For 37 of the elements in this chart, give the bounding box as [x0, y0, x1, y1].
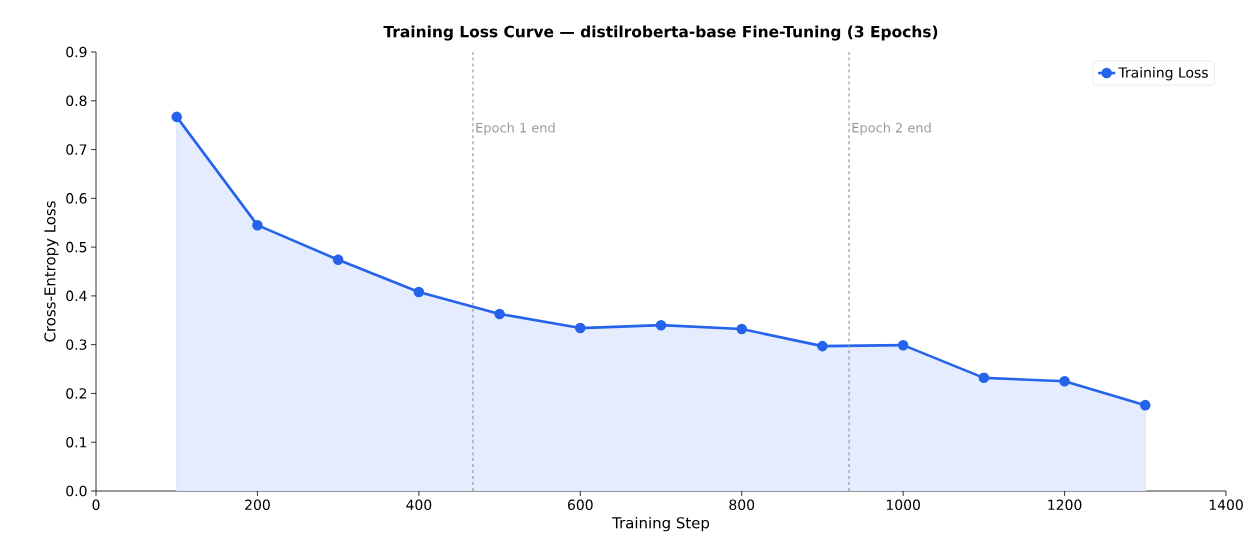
ref-line-label: Epoch 2 end: [852, 122, 931, 136]
point: [1140, 399, 1151, 411]
point: [1059, 375, 1070, 387]
y-axis-title: Cross-Entropy Loss: [44, 201, 59, 342]
x-tick-label: 1200: [1048, 499, 1082, 511]
y-tick-label: 0.1: [66, 436, 87, 448]
point: [817, 340, 828, 352]
point: [575, 322, 586, 334]
y-tick-label: 0.4: [66, 290, 87, 302]
x-tick-label: 200: [245, 499, 270, 511]
y-tick-label: 0.2: [66, 388, 87, 399]
chart-title: Training Loss Curve — distilroberta-base Fine-Tuning (3 Epochs): [383, 25, 938, 41]
y-tick-label: 0.5: [66, 241, 87, 253]
ref-line-label: Epoch 1 end: [476, 122, 555, 136]
point: [171, 111, 182, 123]
y-tick-label: 0.7: [66, 144, 87, 155]
y-tick-label: 0.0: [66, 485, 87, 497]
point: [897, 339, 909, 351]
point: [252, 219, 263, 231]
y-tick-label: 0.8: [66, 95, 87, 107]
point: [655, 319, 667, 331]
x-axis-title: Training Step: [612, 516, 710, 532]
point: [413, 286, 425, 298]
y-tick-label: 0.3: [66, 339, 87, 350]
point: [978, 372, 990, 384]
point: [332, 254, 344, 266]
point: [736, 323, 747, 335]
x-tick-label: 800: [729, 499, 755, 511]
y-tick-label: 0.6: [66, 193, 87, 204]
x-tick-label: 600: [567, 499, 593, 511]
y-tick-label: 0.9: [66, 46, 87, 58]
x-tick-label: 0: [92, 499, 100, 511]
x-tick-label: 1400: [1209, 499, 1243, 511]
point: [494, 308, 505, 320]
x-tick-label: 1000: [886, 499, 920, 511]
legend-label: Training Loss: [1118, 66, 1208, 81]
x-tick-label: 400: [406, 499, 432, 511]
